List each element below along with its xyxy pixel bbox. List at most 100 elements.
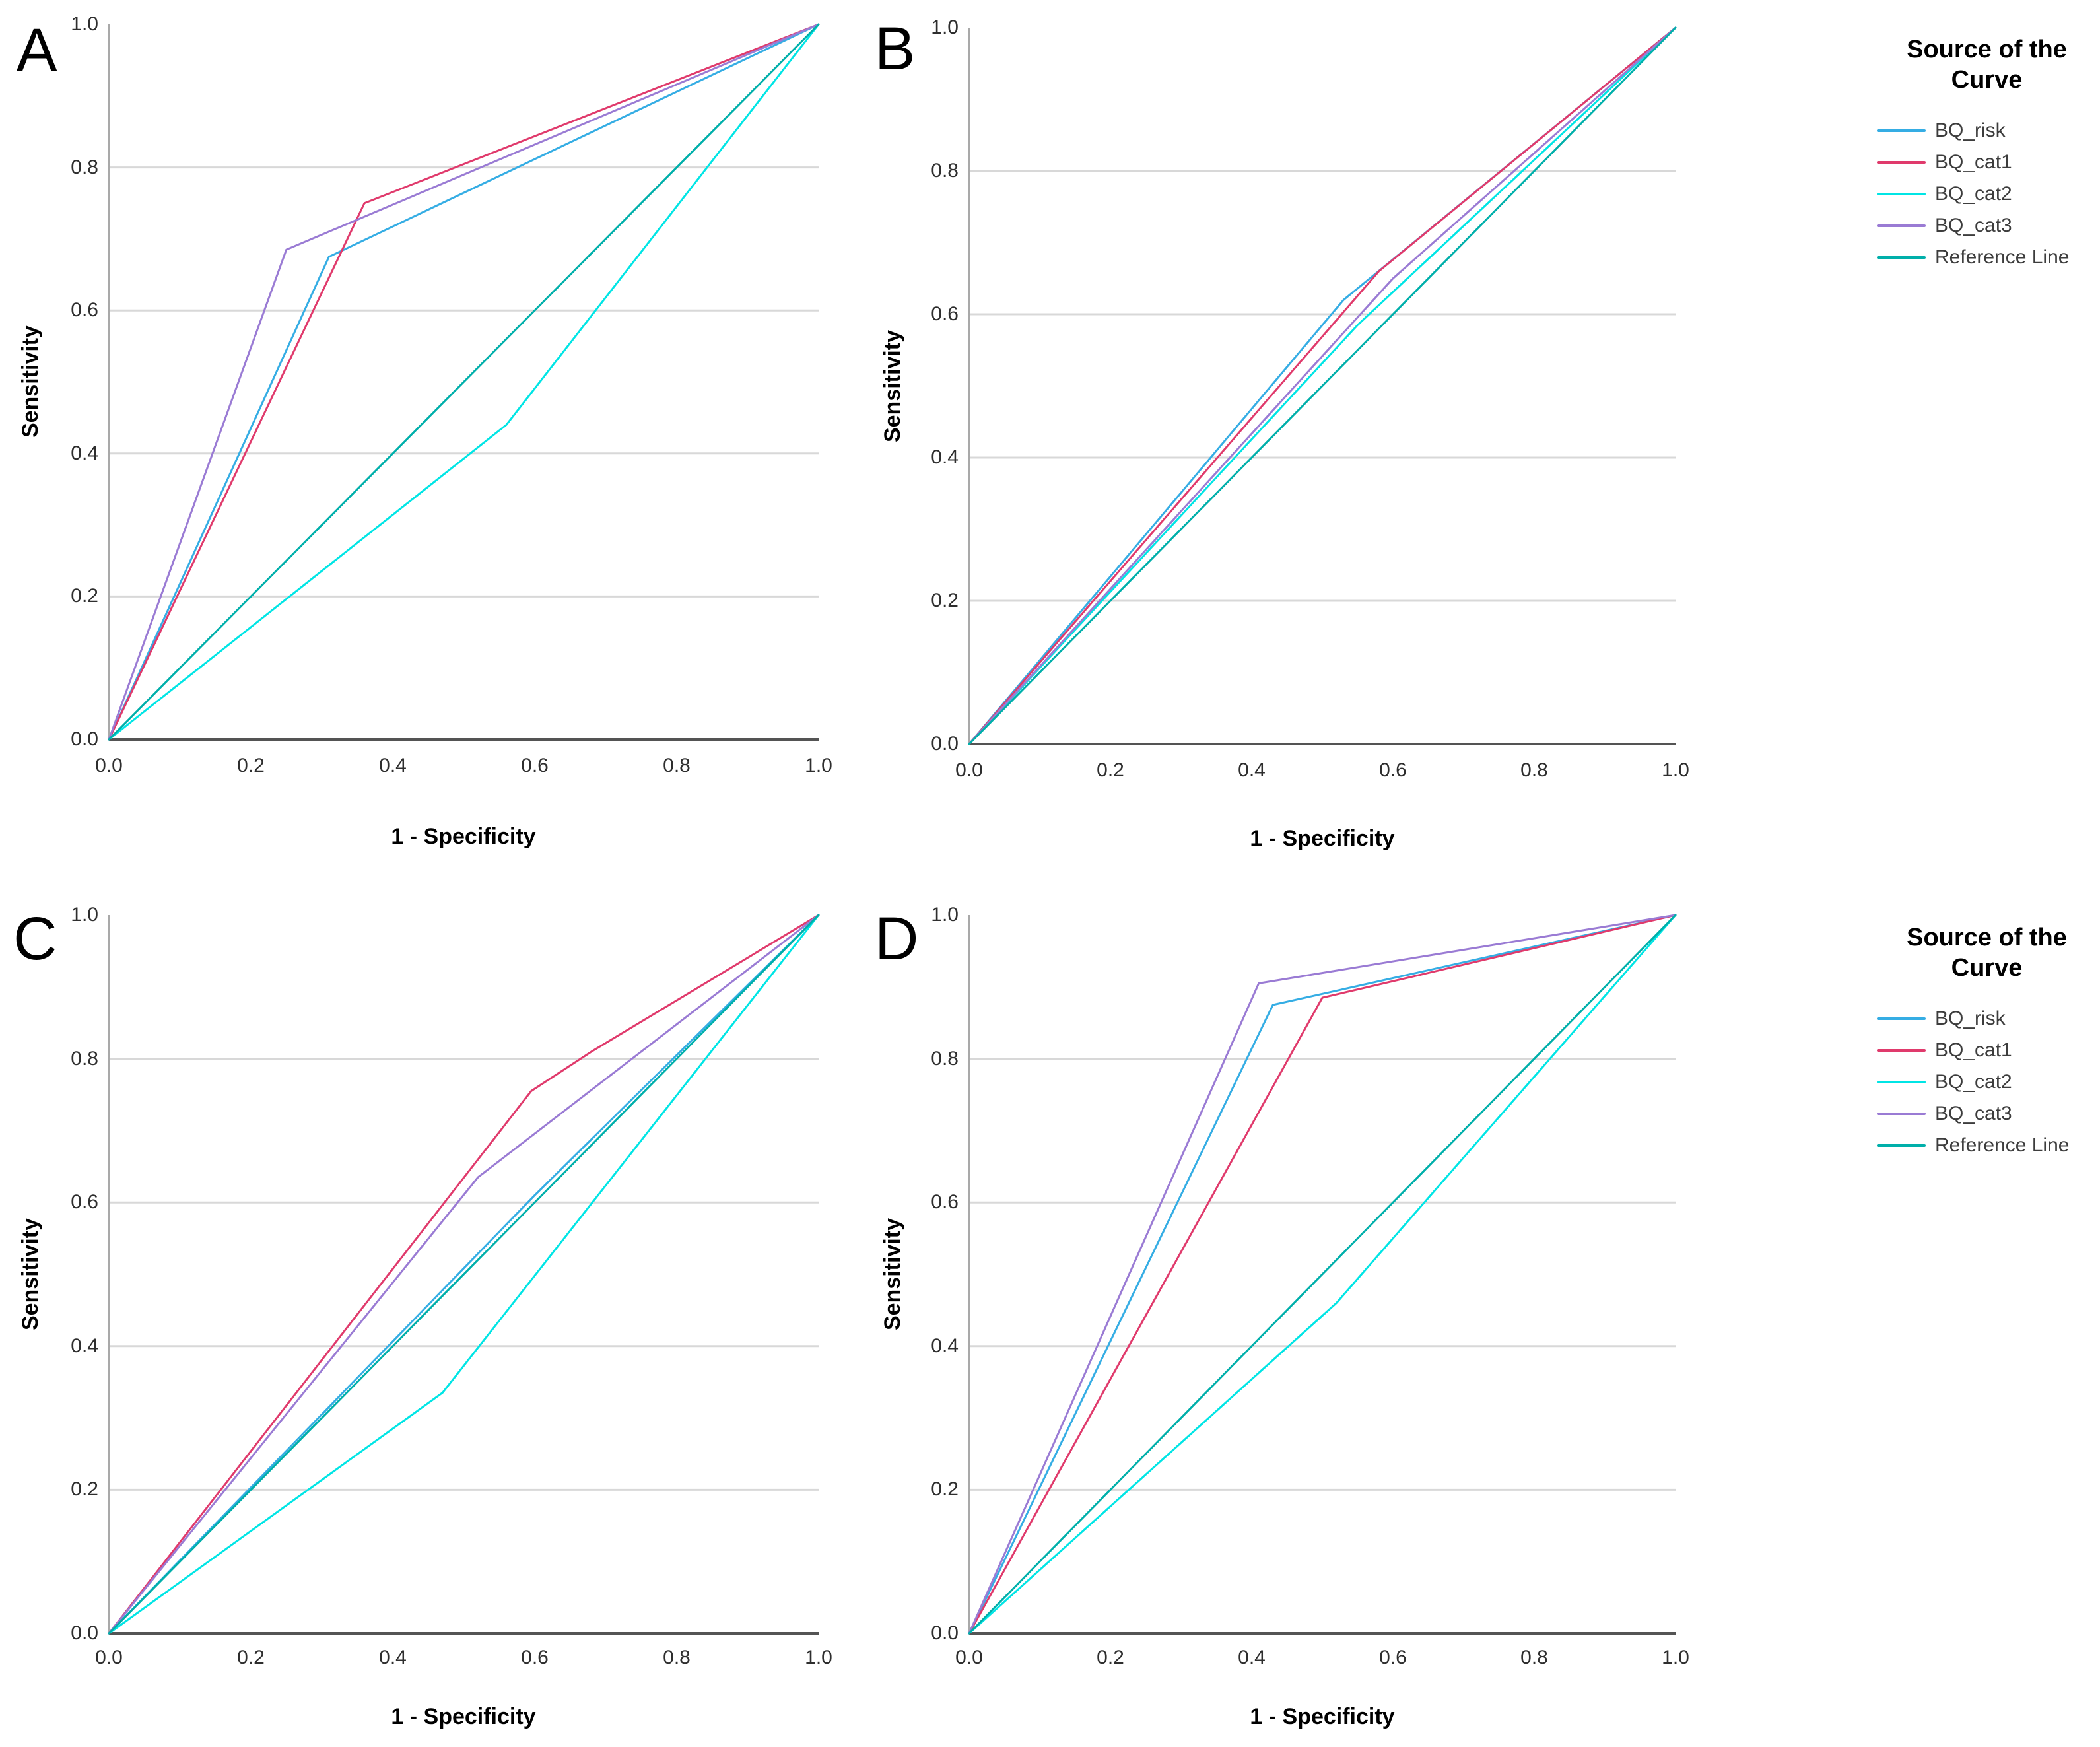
legend-top: Source of the Curve BQ_risk BQ_cat1 BQ_cat… — [1874, 34, 2100, 273]
x-tick-label: 0.0 — [955, 1647, 983, 1668]
x-axis-title: 1 - Specificity — [1250, 1704, 1395, 1729]
curve-Reference Line — [968, 26, 1677, 745]
x-tick-label: 0.4 — [1238, 1647, 1266, 1668]
x-tick-label: 0.0 — [95, 755, 123, 776]
legend-swatch-bq_cat1 — [1877, 161, 1926, 164]
legend-title-line1: Source of the — [1907, 36, 2067, 63]
x-tick-label: 0.2 — [237, 755, 265, 776]
y-tick-label: 0.0 — [71, 728, 98, 750]
legend-bottom: Source of the Curve BQ_risk BQ_cat1 BQ_cat… — [1874, 922, 2100, 1161]
legend-title-line2: Curve — [1951, 954, 2023, 982]
y-tick-label: 0.8 — [71, 156, 98, 178]
curve-BQ_risk — [108, 23, 820, 741]
x-tick-label: 0.2 — [1097, 759, 1124, 781]
legend-item-bq_cat3: BQ_cat3 — [1874, 1098, 2100, 1130]
legend-swatch-bq_risk — [1877, 129, 1926, 132]
legend-swatch-reference — [1877, 1144, 1926, 1147]
y-tick-label: 0.8 — [71, 1047, 98, 1070]
x-tick-label: 0.0 — [955, 759, 983, 781]
legend-swatch-bq_cat1 — [1877, 1049, 1926, 1052]
curve-BQ_cat2 — [108, 914, 820, 1635]
y-axis-title: Sensitivity — [880, 329, 905, 443]
x-axis-title: 1 - Specificity — [1250, 826, 1395, 851]
y-tick-label: 0.6 — [931, 303, 959, 325]
curve-BQ_cat3 — [968, 914, 1677, 1635]
x-tick-label: 0.4 — [1238, 759, 1266, 781]
panel-letter-d: D — [875, 905, 919, 973]
x-tick-label: 0.8 — [1520, 759, 1548, 781]
y-axis-title: Sensitivity — [880, 1217, 905, 1331]
legend-item-label: Reference Line — [1935, 246, 2070, 268]
y-tick-label: 0.0 — [931, 733, 959, 755]
y-tick-label: 0.0 — [931, 1622, 959, 1644]
legend-item-label: BQ_cat1 — [1935, 151, 2012, 173]
x-tick-label: 1.0 — [1662, 759, 1689, 781]
legend-title-line2: Curve — [1951, 66, 2023, 94]
x-tick-label: 0.6 — [521, 1647, 549, 1668]
x-tick-label: 1.0 — [1662, 1647, 1689, 1668]
curve-BQ_cat2 — [108, 23, 820, 741]
x-tick-label: 0.2 — [237, 1647, 265, 1668]
x-tick-label: 0.8 — [663, 1647, 691, 1668]
legend-item-label: BQ_cat1 — [1935, 1039, 2012, 1061]
legend-item-bq_risk: BQ_risk — [1874, 1003, 2100, 1035]
legend-item-label: BQ_risk — [1935, 1008, 2006, 1029]
y-tick-label: 1.0 — [931, 904, 959, 926]
curve-BQ_cat3 — [108, 914, 820, 1635]
curve-Reference Line — [968, 914, 1677, 1635]
panel-letter-c: C — [13, 905, 57, 973]
legend-item-bq_cat1: BQ_cat1 — [1874, 1035, 2100, 1066]
legend-title: Source of the Curve — [1874, 922, 2100, 983]
x-tick-label: 0.6 — [1379, 759, 1407, 781]
y-tick-label: 0.6 — [71, 1191, 98, 1214]
x-tick-label: 1.0 — [805, 755, 832, 776]
x-tick-label: 0.4 — [379, 755, 407, 776]
x-tick-label: 0.6 — [1379, 1647, 1407, 1668]
curve-BQ_cat1 — [108, 914, 820, 1635]
x-axis-title: 1 - Specificity — [391, 1704, 536, 1729]
legend-item-label: Reference Line — [1935, 1134, 2070, 1156]
legend-swatch-bq_cat3 — [1877, 224, 1926, 227]
x-tick-label: 1.0 — [805, 1647, 832, 1668]
legend-item-bq_cat1: BQ_cat1 — [1874, 147, 2100, 178]
curve-BQ_cat1 — [968, 26, 1677, 745]
curve-BQ_risk — [108, 914, 820, 1635]
x-tick-label: 0.8 — [1520, 1647, 1548, 1668]
curve-Reference Line — [108, 914, 820, 1635]
panel-letter-b: B — [875, 15, 916, 83]
y-tick-label: 0.4 — [931, 446, 959, 468]
legend-swatch-bq_cat2 — [1877, 193, 1926, 195]
curve-BQ_risk — [968, 914, 1677, 1635]
legend-item-bq_cat2: BQ_cat2 — [1874, 1066, 2100, 1098]
y-tick-label: 1.0 — [931, 17, 959, 38]
y-tick-label: 0.2 — [931, 1478, 959, 1501]
legend-item-reference: Reference Line — [1874, 1130, 2100, 1161]
legend-title: Source of the Curve — [1874, 34, 2100, 95]
legend-items: BQ_risk BQ_cat1 BQ_cat2 BQ_cat3 Reference Li… — [1874, 115, 2100, 273]
legend-item-label: BQ_cat3 — [1935, 1103, 2012, 1124]
x-axis-title: 1 - Specificity — [391, 824, 536, 849]
y-tick-label: 0.4 — [71, 442, 98, 464]
x-tick-label: 0.4 — [379, 1647, 407, 1668]
y-tick-label: 0.4 — [71, 1334, 98, 1357]
legend-item-label: BQ_cat3 — [1935, 215, 2012, 236]
legend-item-label: BQ_cat2 — [1935, 183, 2012, 205]
legend-item-bq_cat3: BQ_cat3 — [1874, 210, 2100, 242]
y-tick-label: 1.0 — [71, 904, 98, 926]
legend-swatch-bq_cat3 — [1877, 1113, 1926, 1115]
roc-plot-c — [108, 914, 820, 1635]
y-tick-label: 0.0 — [71, 1622, 98, 1644]
legend-items: BQ_risk BQ_cat1 BQ_cat2 BQ_cat3 Reference Li… — [1874, 1003, 2100, 1161]
y-tick-label: 0.2 — [71, 1478, 98, 1501]
legend-item-bq_risk: BQ_risk — [1874, 115, 2100, 147]
legend-swatch-bq_risk — [1877, 1017, 1926, 1020]
y-tick-label: 0.4 — [931, 1334, 959, 1357]
curve-BQ_cat2 — [968, 914, 1677, 1635]
legend-item-reference: Reference Line — [1874, 242, 2100, 273]
y-axis-title: Sensitivity — [18, 1217, 43, 1331]
roc-plot-d — [968, 914, 1677, 1635]
panel-letter-a: A — [17, 17, 57, 84]
curve-Reference Line — [108, 23, 820, 741]
curve-BQ_cat2 — [968, 26, 1677, 745]
